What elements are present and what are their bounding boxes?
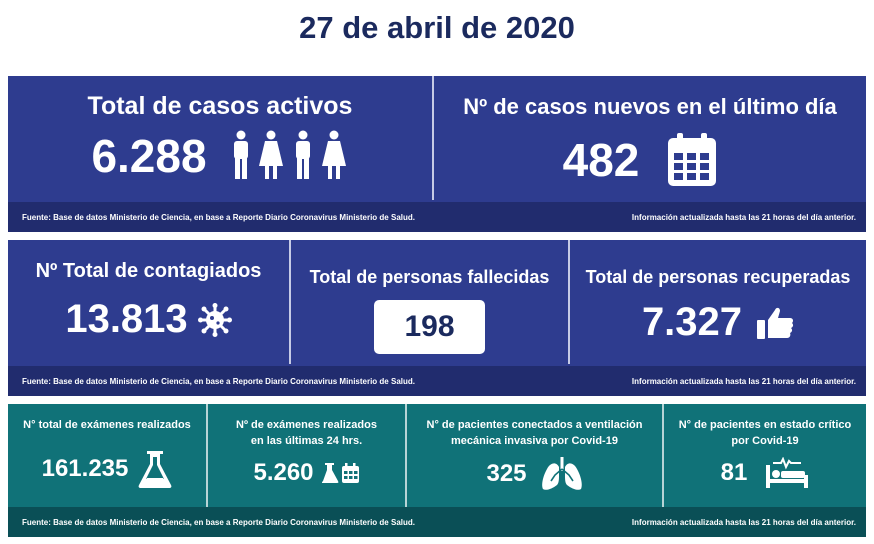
infected-label: Nº Total de contagiados — [35, 260, 262, 282]
new-cases-card: Nº de casos nuevos en el último día 482 — [434, 76, 866, 188]
updated-text: Información actualizada hasta las 21 hor… — [631, 212, 856, 222]
exams-24h-card: Nº de exámenes realizados en las últimas… — [208, 404, 405, 487]
exams-24h-value: 5.260 — [253, 459, 314, 486]
panel-divider — [405, 404, 407, 507]
deceased-value: 198 — [374, 300, 485, 354]
critical-label-line1: N° de pacientes en estado crítico — [678, 419, 852, 431]
deceased-card: Total de personas fallecidas 198 — [291, 240, 568, 354]
flask-calendar-icon — [321, 462, 360, 484]
ventilation-card: N° de pacientes conectados a ventilación… — [407, 404, 662, 491]
panel-divider — [662, 404, 664, 507]
critical-value: 81 — [720, 459, 748, 486]
ventilation-label-line2: mecánica invasiva por Covid-19 — [451, 435, 618, 447]
source-text: Fuente: Base de datos Ministerio de Cien… — [22, 212, 415, 222]
thumbs-up-icon — [756, 306, 794, 340]
deceased-label: Total de personas fallecidas — [309, 267, 550, 287]
people-icon — [231, 130, 349, 182]
new-cases-value: 482 — [562, 134, 640, 186]
source-footer: Fuente: Base de datos Ministerio de Cien… — [8, 507, 866, 537]
panel-divider — [568, 240, 570, 364]
ventilation-label-line1: N° de pacientes conectados a ventilación — [426, 419, 643, 431]
critical-label-line2: por Covid-19 — [731, 435, 799, 447]
critical-card: N° de pacientes en estado crítico por Co… — [664, 404, 866, 489]
source-footer: Fuente: Base de datos Ministerio de Cien… — [8, 366, 866, 396]
flask-icon — [138, 449, 172, 489]
active-cases-panel: Total de casos activos 6.288 — [8, 76, 866, 232]
active-cases-value: 6.288 — [91, 130, 207, 182]
updated-text: Información actualizada hasta las 21 hor… — [631, 376, 856, 386]
updated-text: Información actualizada hasta las 21 hor… — [631, 517, 856, 527]
recovered-value: 7.327 — [641, 300, 743, 344]
recovered-label: Total de personas recuperadas — [585, 267, 851, 287]
exams-24h-label-line1: Nº de exámenes realizados — [236, 419, 377, 431]
active-cases-card: Total de casos activos 6.288 — [8, 76, 432, 183]
page-title: 27 de abril de 2020 — [299, 10, 575, 45]
exams-panel: N° total de exámenes realizados 161.235 … — [8, 404, 866, 537]
recovered-card: Total de personas recuperadas 7.327 — [570, 240, 866, 345]
active-cases-label: Total de casos activos — [87, 92, 353, 120]
ventilation-value: 325 — [486, 460, 527, 487]
exams-24h-label-line2: en las últimas 24 hrs. — [250, 435, 363, 447]
source-text: Fuente: Base de datos Ministerio de Cien… — [22, 376, 415, 386]
new-cases-label: Nº de casos nuevos en el último día — [463, 94, 837, 119]
panel-divider — [289, 240, 291, 364]
hospital-bed-icon — [765, 457, 809, 489]
calendar-icon — [667, 132, 717, 188]
source-text: Fuente: Base de datos Ministerio de Cien… — [22, 517, 415, 527]
totals-panel: Nº Total de contagiados 13.813 — [8, 240, 866, 396]
exams-total-label: N° total de exámenes realizados — [23, 419, 191, 431]
infected-card: Nº Total de contagiados 13.813 — [8, 240, 289, 342]
panel-divider — [432, 76, 434, 200]
panel-divider — [206, 404, 208, 507]
virus-icon — [197, 302, 232, 337]
exams-total-value: 161.235 — [41, 455, 129, 482]
infected-value: 13.813 — [65, 297, 188, 341]
exams-total-card: N° total de exámenes realizados 161.235 — [8, 404, 206, 489]
source-footer: Fuente: Base de datos Ministerio de Cien… — [8, 202, 866, 232]
lungs-icon — [541, 457, 583, 491]
